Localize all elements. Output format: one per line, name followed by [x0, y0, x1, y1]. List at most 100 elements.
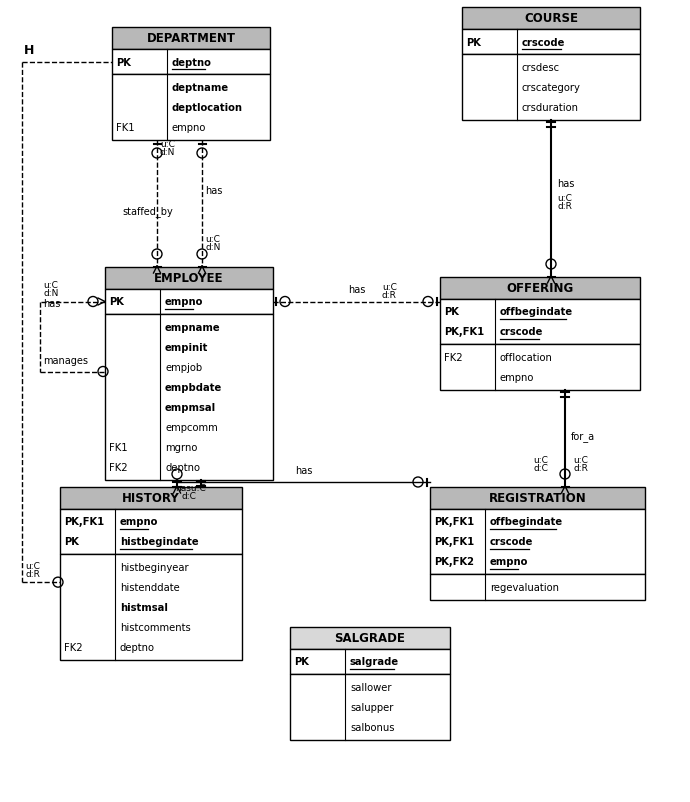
Text: FK1: FK1 [109, 443, 128, 452]
Text: PK: PK [466, 38, 481, 47]
Text: crscode: crscode [490, 537, 533, 547]
Text: u:C: u:C [160, 140, 175, 149]
Text: deptno: deptno [165, 463, 200, 472]
Text: u:C: u:C [205, 235, 220, 244]
Text: empinit: empinit [165, 342, 208, 353]
Text: empno: empno [165, 297, 204, 307]
Text: regevaluation: regevaluation [490, 582, 559, 592]
Text: empno: empno [172, 123, 206, 133]
Text: d:N: d:N [160, 148, 175, 157]
Text: FK2: FK2 [109, 463, 128, 472]
Text: sallower: sallower [350, 683, 391, 692]
Text: crscategory: crscategory [522, 83, 581, 93]
Bar [112, 75, 270, 141]
Text: salgrade: salgrade [350, 657, 399, 666]
Text: empbdate: empbdate [165, 383, 222, 392]
Bar [462, 55, 640, 121]
Text: REGISTRATION: REGISTRATION [489, 492, 586, 505]
Text: FK2: FK2 [444, 353, 462, 363]
Text: PK,FK1: PK,FK1 [444, 327, 484, 337]
Text: offlocation: offlocation [500, 353, 553, 363]
Bar [462, 8, 640, 30]
Text: has: has [205, 186, 222, 196]
Text: has: has [43, 299, 61, 309]
Text: H: H [24, 43, 34, 56]
Bar [430, 574, 645, 600]
Bar [440, 277, 640, 300]
Text: histcomments: histcomments [120, 622, 190, 632]
Text: d:C: d:C [533, 464, 548, 472]
Text: has: has [348, 286, 366, 295]
Text: histmsal: histmsal [120, 602, 168, 612]
Text: PK,FK1: PK,FK1 [434, 516, 474, 527]
Text: u:C: u:C [382, 283, 397, 292]
Text: histenddate: histenddate [120, 582, 180, 592]
Text: crsdesc: crsdesc [522, 63, 560, 73]
Text: DEPARTMENT: DEPARTMENT [146, 32, 235, 46]
Text: empname: empname [165, 322, 221, 333]
Bar [60, 488, 242, 509]
Text: PK,FK2: PK,FK2 [434, 557, 474, 567]
Text: has: has [295, 465, 313, 476]
Text: histbeginyear: histbeginyear [120, 562, 188, 573]
Text: FK1: FK1 [116, 123, 135, 133]
Text: crsduration: crsduration [522, 103, 579, 113]
Text: empmsal: empmsal [165, 403, 216, 412]
Text: empno: empno [120, 516, 159, 527]
Bar [105, 290, 273, 314]
Text: d:R: d:R [557, 202, 572, 211]
Text: empjob: empjob [165, 363, 202, 373]
Text: FK2: FK2 [64, 642, 83, 652]
Text: PK: PK [109, 297, 124, 307]
Bar [105, 314, 273, 480]
Bar [440, 300, 640, 345]
Text: manages: manages [43, 356, 88, 366]
Text: has: has [557, 179, 574, 188]
Text: deptlocation: deptlocation [172, 103, 243, 113]
Text: u:C: u:C [557, 194, 572, 203]
Bar [430, 488, 645, 509]
Bar [290, 627, 450, 649]
Text: salupper: salupper [350, 702, 393, 712]
Bar [112, 50, 270, 75]
Text: u:C: u:C [25, 561, 40, 570]
Bar [112, 28, 270, 50]
Text: hasu:C: hasu:C [175, 484, 206, 492]
Text: PK: PK [294, 657, 309, 666]
Text: salbonus: salbonus [350, 722, 395, 732]
Text: u:C: u:C [43, 282, 58, 290]
Text: d:R: d:R [573, 464, 588, 472]
Text: histbegindate: histbegindate [120, 537, 199, 547]
Bar [430, 509, 645, 574]
Bar [290, 649, 450, 674]
Text: d:R: d:R [382, 291, 397, 300]
Text: crscode: crscode [500, 327, 544, 337]
Bar [105, 268, 273, 290]
Text: PK,FK1: PK,FK1 [64, 516, 104, 527]
Bar [60, 509, 242, 554]
Text: offbegindate: offbegindate [500, 307, 573, 317]
Text: PK,FK1: PK,FK1 [434, 537, 474, 547]
Text: d:R: d:R [25, 569, 40, 578]
Text: u:C: u:C [533, 456, 548, 464]
Text: COURSE: COURSE [524, 13, 578, 26]
Text: mgrno: mgrno [165, 443, 197, 452]
Text: OFFERING: OFFERING [506, 282, 573, 295]
Text: staffed_by: staffed_by [122, 206, 172, 217]
Text: EMPLOYEE: EMPLOYEE [155, 272, 224, 286]
Text: u:C: u:C [573, 456, 588, 464]
Text: offbegindate: offbegindate [490, 516, 563, 527]
Text: PK: PK [116, 58, 131, 67]
Text: deptname: deptname [172, 83, 229, 93]
Bar [462, 30, 640, 55]
Text: PK: PK [64, 537, 79, 547]
Bar [290, 674, 450, 740]
Text: empno: empno [500, 373, 534, 383]
Text: d:N: d:N [43, 290, 59, 298]
Text: empno: empno [490, 557, 529, 567]
Text: for_a: for_a [571, 431, 595, 441]
Text: deptno: deptno [172, 58, 212, 67]
Text: PK: PK [444, 307, 459, 317]
Text: SALGRADE: SALGRADE [335, 632, 406, 645]
Text: deptno: deptno [120, 642, 155, 652]
